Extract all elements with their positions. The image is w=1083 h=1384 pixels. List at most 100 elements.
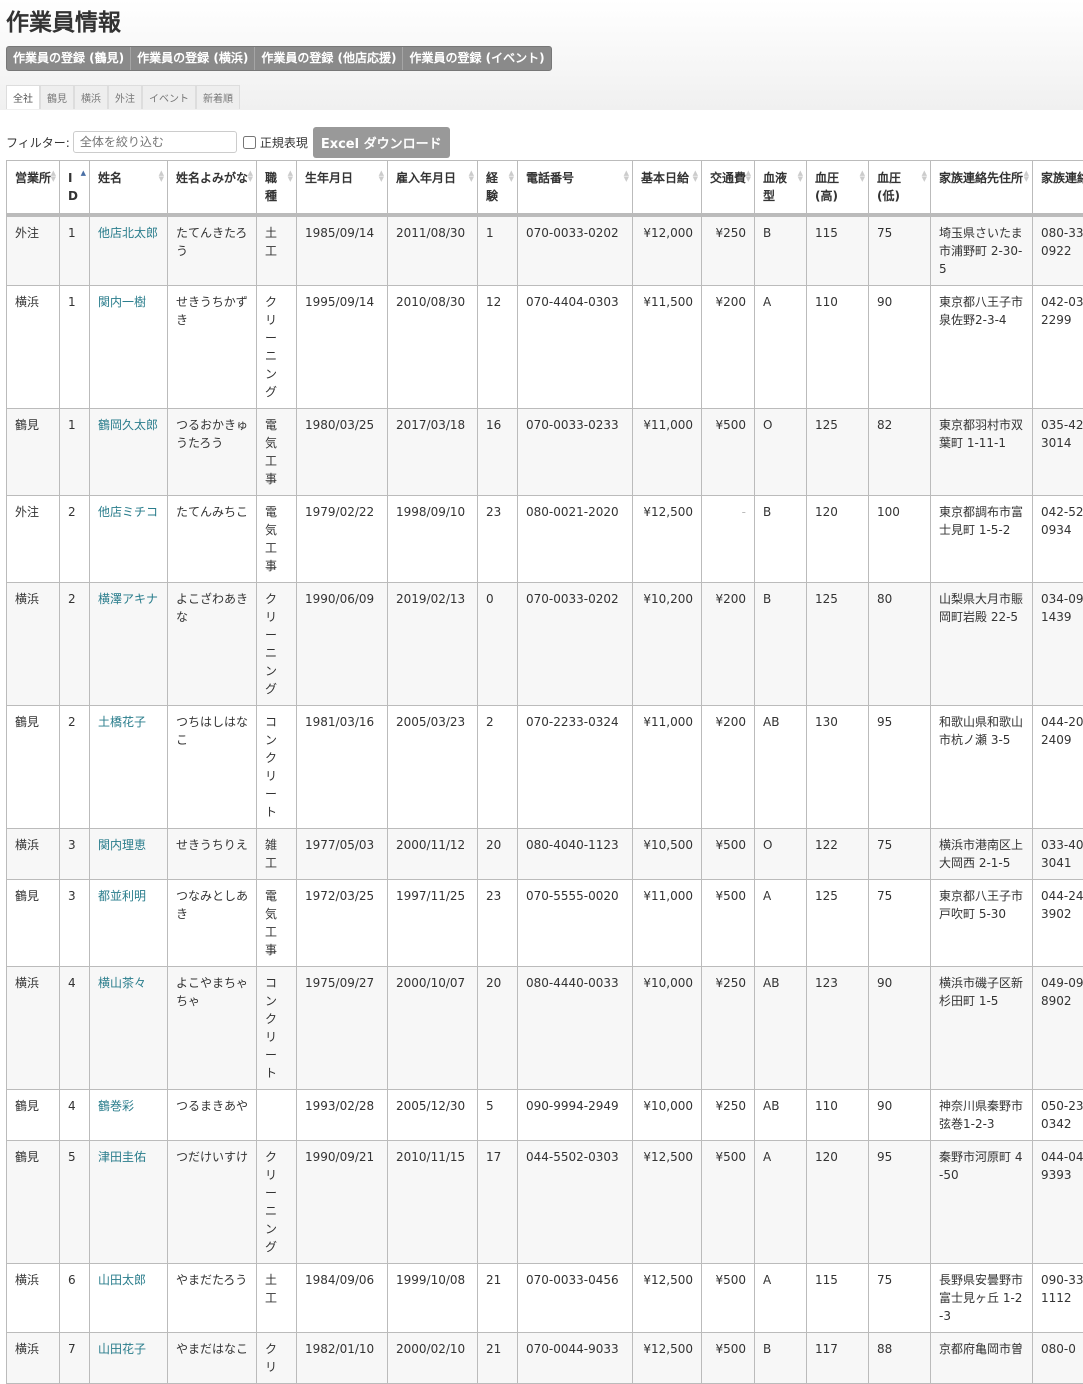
register-event-button[interactable]: 作業員の登録 (イベント) [403, 47, 550, 70]
column-header-bp-high[interactable]: 血圧(高)▲ ▼ [807, 161, 869, 216]
cell-daily-wage: ¥12,500 [633, 1333, 702, 1384]
column-header-birth-date[interactable]: 生年月日▲ ▼ [297, 161, 388, 216]
tab-event[interactable]: イベント [142, 85, 196, 109]
column-header-daily-wage[interactable]: 基本日給▲ ▼ [633, 161, 702, 216]
cell-family-address: 東京都八王子市泉佐野2-3-4 [931, 286, 1033, 409]
cell-hire-date: 1997/11/25 [388, 880, 478, 967]
cell-bp-low: 75 [869, 880, 931, 967]
register-yokohama-button[interactable]: 作業員の登録 (横浜) [131, 47, 255, 70]
column-header-label: 血圧(低) [877, 171, 901, 203]
cell-transport-fee: ¥250 [702, 215, 755, 286]
cell-family-phone: 080-33 0922 [1033, 215, 1083, 286]
column-header-office[interactable]: 営業所▲ ▼ [7, 161, 60, 216]
cell-name: 都並利明 [90, 880, 168, 967]
column-header-label: 生年月日 [305, 171, 353, 185]
cell-blood-type: B [755, 496, 807, 583]
cell-phone: 080-0021-2020 [518, 496, 633, 583]
worker-name-link[interactable]: 津田圭佑 [98, 1150, 146, 1164]
worker-name-link[interactable]: 他店ミチコ [98, 505, 158, 519]
sort-arrows-icon: ▲ ▼ [469, 170, 474, 182]
worker-name-link[interactable]: 都並利明 [98, 889, 146, 903]
cell-bp-high: 125 [807, 880, 869, 967]
cell-phone: 070-5555-0020 [518, 880, 633, 967]
cell-id: 2 [60, 706, 90, 829]
tab-outsource[interactable]: 外注 [108, 85, 142, 109]
cell-transport-fee: ¥500 [702, 829, 755, 880]
worker-name-link[interactable]: 土橋花子 [98, 715, 146, 729]
worker-name-link[interactable]: 横山茶々 [98, 976, 146, 990]
sort-arrows-icon: ▲ ▼ [51, 170, 56, 182]
column-header-name-kana[interactable]: 姓名よみがな▲ ▼ [168, 161, 257, 216]
cell-name: 山田花子 [90, 1333, 168, 1384]
cell-bp-low: 82 [869, 409, 931, 496]
cell-daily-wage: ¥12,500 [633, 1141, 702, 1264]
column-header-blood-type[interactable]: 血液型▲ ▼ [755, 161, 807, 216]
worker-name-link[interactable]: 関内理恵 [98, 838, 146, 852]
cell-transport-fee: - [702, 496, 755, 583]
tab-newest[interactable]: 新着順 [196, 85, 240, 109]
column-header-phone[interactable]: 電話番号▲ ▼ [518, 161, 633, 216]
column-header-id[interactable]: ID▲ [60, 161, 90, 216]
column-header-family-phone[interactable]: 家族連絡▲ ▼ [1033, 161, 1083, 216]
cell-bp-high: 125 [807, 583, 869, 706]
worker-name-link[interactable]: 山田太郎 [98, 1273, 146, 1287]
register-tsurumi-button[interactable]: 作業員の登録 (鶴見) [7, 47, 131, 70]
column-header-hire-date[interactable]: 雇入年月日▲ ▼ [388, 161, 478, 216]
column-header-job-type[interactable]: 職種▲ ▼ [257, 161, 297, 216]
cell-daily-wage: ¥12,500 [633, 1264, 702, 1333]
cell-blood-type: A [755, 1141, 807, 1264]
excel-download-button[interactable]: Excel ダウンロード [313, 127, 450, 158]
cell-id: 6 [60, 1264, 90, 1333]
column-header-transport-fee[interactable]: 交通費▲ ▼ [702, 161, 755, 216]
cell-job-type: クリーニング [257, 286, 297, 409]
column-header-family-address[interactable]: 家族連絡先住所▲ ▼ [931, 161, 1033, 216]
cell-family-address: 和歌山県和歌山市杭ノ瀬 3-5 [931, 706, 1033, 829]
cell-phone: 070-4404-0303 [518, 286, 633, 409]
filter-input[interactable] [73, 131, 237, 153]
worker-name-link[interactable]: 鶴巻彩 [98, 1099, 134, 1113]
sort-arrows-icon: ▲ ▼ [248, 170, 253, 182]
cell-birth-date: 1990/06/09 [297, 583, 388, 706]
cell-name-kana: つなみとしあき [168, 880, 257, 967]
cell-birth-date: 1980/03/25 [297, 409, 388, 496]
column-header-label: 姓名よみがな [176, 171, 248, 185]
cell-family-phone: 033-40 3041 [1033, 829, 1083, 880]
column-header-name[interactable]: 姓名▲ ▼ [90, 161, 168, 216]
cell-job-type [257, 1090, 297, 1141]
cell-daily-wage: ¥10,000 [633, 1090, 702, 1141]
cell-experience: 23 [478, 880, 518, 967]
worker-table: 営業所▲ ▼ID▲姓名▲ ▼姓名よみがな▲ ▼職種▲ ▼生年月日▲ ▼雇入年月日… [6, 160, 1083, 1384]
tab-all[interactable]: 全社 [6, 85, 40, 109]
worker-name-link[interactable]: 他店北太郎 [98, 226, 158, 240]
cell-hire-date: 2010/11/15 [388, 1141, 478, 1264]
cell-job-type: 電気工事 [257, 409, 297, 496]
cell-family-phone: 044-24 3902 [1033, 880, 1083, 967]
cell-daily-wage: ¥11,500 [633, 286, 702, 409]
cell-job-type: 土工 [257, 215, 297, 286]
cell-id: 4 [60, 967, 90, 1090]
worker-name-link[interactable]: 山田花子 [98, 1342, 146, 1356]
cell-bp-high: 110 [807, 1090, 869, 1141]
worker-name-link[interactable]: 鶴岡久太郎 [98, 418, 158, 432]
regex-checkbox[interactable] [243, 136, 256, 149]
cell-experience: 17 [478, 1141, 518, 1264]
column-header-experience[interactable]: 経験▲ ▼ [478, 161, 518, 216]
cell-bp-low: 90 [869, 1090, 931, 1141]
cell-name: 他店ミチコ [90, 496, 168, 583]
column-header-label: ID [68, 171, 78, 203]
sort-arrows-icon: ▲ ▼ [746, 170, 751, 182]
tab-yokohama[interactable]: 横浜 [74, 85, 108, 109]
worker-name-link[interactable]: 横澤アキナ [98, 592, 158, 606]
cell-name-kana: やまだはなこ [168, 1333, 257, 1384]
cell-experience: 20 [478, 967, 518, 1090]
column-header-bp-low[interactable]: 血圧(低)▲ ▼ [869, 161, 931, 216]
cell-id: 2 [60, 583, 90, 706]
cell-bp-low: 75 [869, 215, 931, 286]
cell-family-address: 横浜市港南区上大岡西 2-1-5 [931, 829, 1033, 880]
tab-tsurumi[interactable]: 鶴見 [40, 85, 74, 109]
cell-hire-date: 2011/08/30 [388, 215, 478, 286]
office-tabs: 全社 鶴見 横浜 外注 イベント 新着順 [6, 85, 1077, 109]
worker-name-link[interactable]: 関内一樹 [98, 295, 146, 309]
register-support-button[interactable]: 作業員の登録 (他店応援) [255, 47, 403, 70]
